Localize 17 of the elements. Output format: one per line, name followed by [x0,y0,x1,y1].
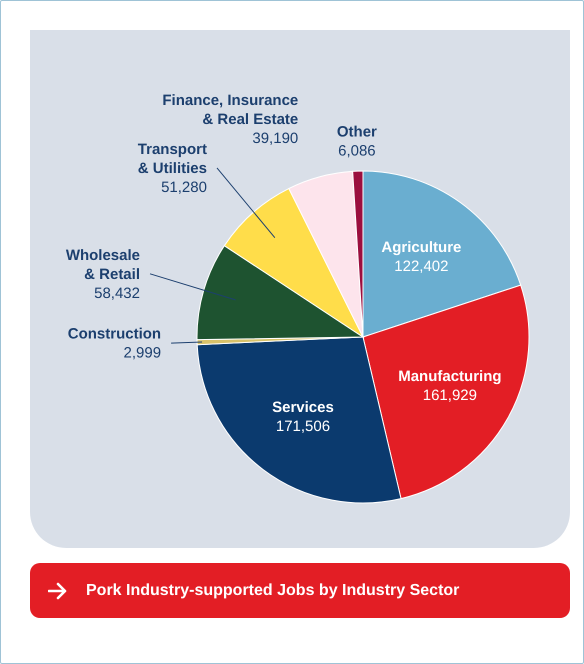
text: Pork Industry-supported Jobs by Industry Sector [86,582,460,600]
data-label: 161,929 [422,386,477,404]
data-label: 2,999 [124,344,162,362]
data-label: 39,190 [252,129,298,146]
slice-label: Other [336,123,378,140]
data-label: 171,506 [276,417,330,434]
data-label: 51,280 [161,178,207,196]
slice-label: Transport & Utilities [138,140,207,176]
slice-label: Construction [68,325,162,342]
slice-label: Wholesale & Retail [66,246,140,282]
slice-label: Services [272,398,334,416]
data-label: 6,086 [338,142,376,160]
data-label: 58,432 [94,284,140,302]
data-label: 122,402 [394,257,449,274]
slice-label: Agriculture [381,238,462,256]
slice-label: Manufacturing [398,368,502,385]
slice-label: Finance, Insurance & Real Estate [162,91,298,128]
